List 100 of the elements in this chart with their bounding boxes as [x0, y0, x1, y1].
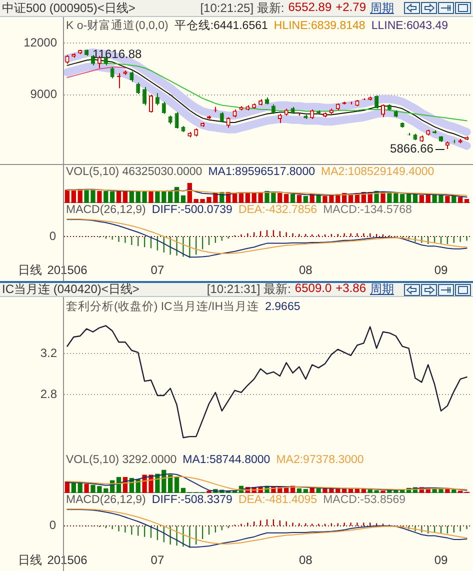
bar: [400, 194, 405, 203]
bar: [406, 194, 412, 203]
bar: [316, 488, 321, 493]
candlestick: [142, 86, 147, 106]
candlestick: [220, 112, 224, 123]
candlestick: [271, 104, 276, 114]
bar: [278, 192, 282, 203]
bar: [168, 190, 173, 203]
bar: [148, 190, 154, 203]
bar: [412, 194, 418, 203]
text: MA2:97378.3000: [276, 454, 364, 466]
bar: [104, 190, 108, 203]
text: 周期: [370, 281, 394, 298]
bar: [116, 191, 122, 203]
candlestick: [91, 54, 95, 66]
bar: [110, 191, 115, 203]
text: MA1:89596517.8000: [208, 166, 315, 178]
bar: [419, 194, 424, 203]
candlestick: [130, 70, 134, 82]
bar: [296, 194, 302, 203]
annotation: HLINE:6839.8148: [274, 20, 366, 32]
bar: [238, 192, 244, 203]
text: DIFF:-508.3379: [152, 494, 232, 506]
annotation: 平仓线:6441.6561: [174, 20, 268, 32]
x-axis-title: 日线: [18, 263, 42, 278]
text: MACD:-134.5768: [323, 204, 412, 216]
text: MA1:58744.8000: [182, 454, 270, 466]
x-tick-label: 07: [150, 553, 164, 568]
chart-subtitle: K o-财富通道(0,0,0): [66, 20, 168, 32]
bar: [316, 194, 321, 203]
bar: [296, 488, 302, 493]
candlestick: [381, 104, 385, 118]
x-tick-label: 08: [298, 553, 313, 568]
x-tick-label: 09: [434, 553, 448, 568]
chart-subtitle: 套利分析(收盘价) IC当月连/IH当月连: [66, 301, 260, 313]
text: MACD:-53.8569: [323, 494, 406, 506]
bar: [361, 489, 366, 493]
y-tick-label: 2.8: [40, 386, 58, 401]
candlestick: [174, 112, 179, 130]
x-tick-label: 08: [298, 263, 313, 278]
x-tick-label: 201506: [47, 263, 88, 278]
x-tick-label: 07: [150, 263, 164, 278]
bar: [464, 198, 470, 203]
chart-title: VOL(5,10) 46325030.0000: [66, 166, 202, 178]
bar: [97, 190, 102, 203]
bar: [310, 488, 314, 493]
candlestick: [374, 95, 379, 110]
y-tick-label: 3.2: [40, 346, 58, 360]
chart-title: 中证500 (000905)<日线>: [2, 0, 136, 16]
text: MA2:108529149.4000: [321, 166, 434, 178]
candlestick: [149, 94, 153, 113]
bar: [180, 488, 186, 493]
bar: [290, 194, 296, 203]
annotation: 11616.88: [92, 46, 142, 61]
bar: [78, 482, 82, 493]
bar: [458, 196, 463, 203]
ref-line-label: 0: [49, 518, 56, 532]
text: DEA:-481.4095: [238, 494, 318, 506]
y-tick-label: 9000: [30, 87, 58, 102]
text: 6552.89: [288, 0, 332, 16]
x-axis-title: 日线: [18, 553, 42, 568]
candlestick: [136, 82, 140, 94]
text: 周期: [370, 0, 394, 16]
ref-line-label: 0: [49, 228, 56, 243]
bar: [174, 477, 180, 493]
bar: [180, 195, 186, 203]
text: +3.86: [336, 281, 366, 297]
annotation: LLINE:6043.49: [371, 20, 448, 32]
text: 6509.0: [294, 281, 332, 297]
bar: [452, 490, 456, 493]
bar: [168, 474, 173, 493]
y-tick-label: 12000: [24, 35, 58, 50]
bar: [245, 192, 250, 203]
bar: [64, 190, 70, 203]
candlestick: [162, 101, 166, 114]
bar: [129, 190, 134, 203]
chart-title: MACD(26,12,9): [66, 494, 146, 506]
annotation: 2.9665: [265, 301, 300, 313]
chart-title: MACD(26,12,9): [66, 204, 146, 216]
bar: [445, 196, 450, 203]
candlestick: [226, 116, 230, 128]
bar: [122, 191, 128, 203]
candlestick: [155, 92, 160, 106]
x-tick-label: 201506: [47, 553, 88, 568]
chart-title: IC当月连 (040420)<日线>: [2, 281, 140, 298]
candlestick: [110, 66, 114, 79]
bar: [71, 190, 76, 203]
text: [10:21:25] 最新:: [200, 0, 284, 16]
bar: [303, 196, 308, 203]
bar: [452, 196, 456, 203]
text: [10:21:31] 最新:: [206, 281, 291, 298]
bar: [84, 484, 89, 493]
bar: [232, 192, 238, 203]
bar: [71, 482, 76, 493]
x-tick-label: 09: [434, 263, 448, 278]
bar: [303, 489, 308, 493]
text: +2.79: [336, 0, 366, 16]
candlestick: [278, 113, 282, 124]
annotation: 5866.66: [390, 141, 434, 156]
chart-title: VOL(5,10) 3292.0000: [66, 454, 177, 466]
